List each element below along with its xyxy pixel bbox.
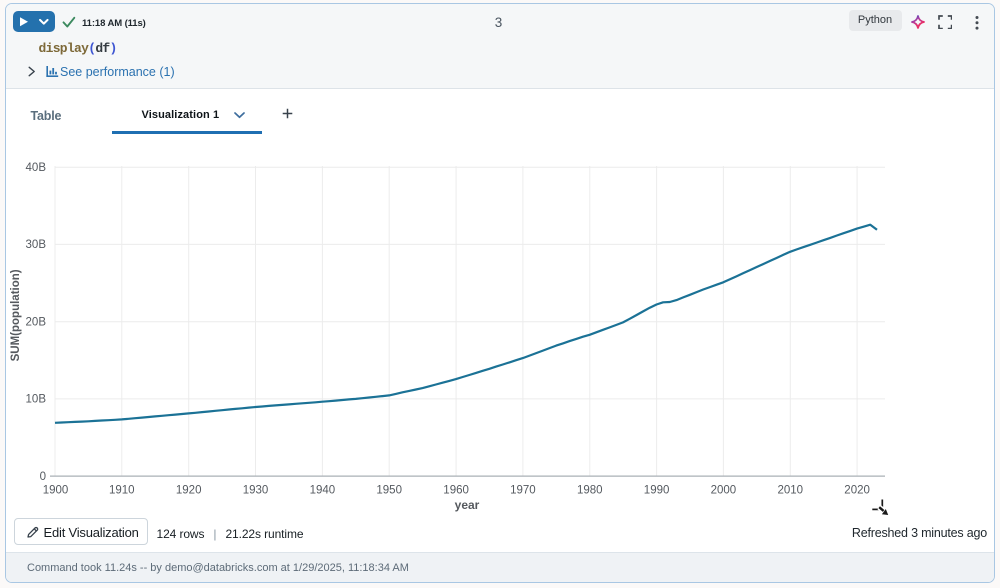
svg-text:year: year (454, 498, 479, 512)
svg-text:1920: 1920 (175, 484, 201, 496)
svg-text:20B: 20B (25, 316, 46, 328)
svg-text:1980: 1980 (577, 484, 603, 496)
svg-text:40B: 40B (25, 162, 46, 174)
svg-text:1940: 1940 (309, 484, 335, 496)
svg-text:2000: 2000 (710, 484, 736, 496)
svg-text:1950: 1950 (376, 484, 402, 496)
svg-text:1970: 1970 (510, 484, 536, 496)
svg-text:0: 0 (39, 471, 45, 483)
svg-text:2020: 2020 (844, 484, 870, 496)
svg-text:1990: 1990 (643, 484, 669, 496)
svg-text:1910: 1910 (109, 484, 135, 496)
svg-text:30B: 30B (25, 239, 46, 251)
svg-text:1900: 1900 (42, 484, 68, 496)
svg-text:SUM(population): SUM(population) (10, 269, 22, 361)
svg-text:10B: 10B (25, 393, 46, 405)
svg-text:1960: 1960 (443, 484, 469, 496)
svg-text:2010: 2010 (777, 484, 803, 496)
svg-text:1930: 1930 (242, 484, 268, 496)
